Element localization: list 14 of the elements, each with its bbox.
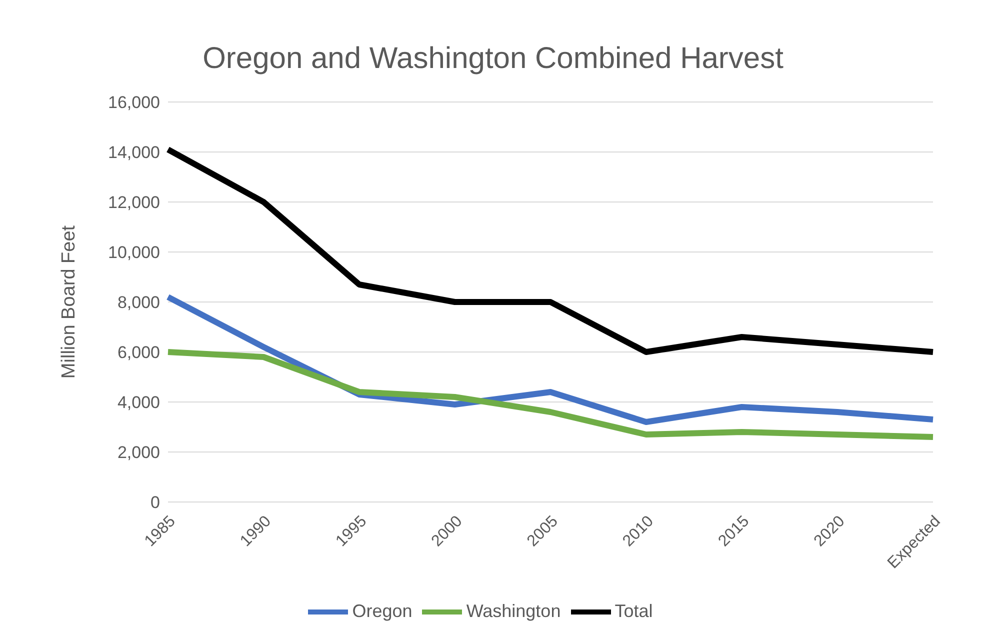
y-tick-label: 4,000 — [117, 393, 160, 412]
y-axis-title: Million Board Feet — [58, 224, 80, 379]
y-tick-label: 10,000 — [108, 243, 160, 262]
legend-label: Oregon — [352, 600, 412, 621]
y-tick-label: 16,000 — [108, 93, 160, 112]
y-tick-label: 6,000 — [117, 343, 160, 362]
chart-title: Oregon and Washington Combined Harvest — [202, 41, 784, 77]
y-tick-label: 0 — [150, 493, 160, 512]
y-tick-label: 12,000 — [108, 193, 160, 212]
y-tick-label: 8,000 — [117, 293, 160, 312]
y-tick-label: 14,000 — [108, 143, 160, 162]
legend-label: Total — [614, 600, 653, 621]
legend-label: Washington — [466, 600, 561, 621]
y-tick-label: 2,000 — [117, 443, 160, 462]
